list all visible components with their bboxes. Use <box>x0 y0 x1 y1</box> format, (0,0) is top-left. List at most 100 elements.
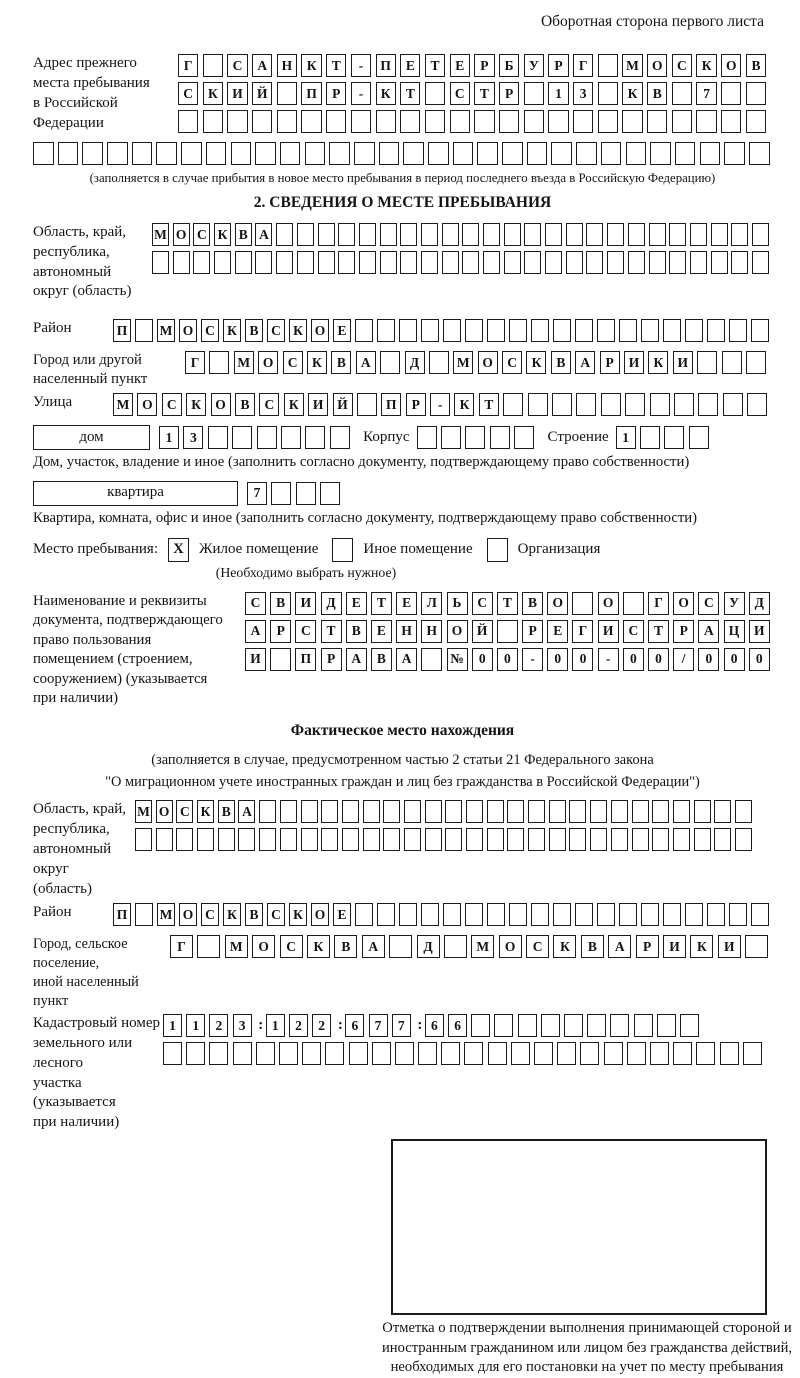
char-box[interactable] <box>474 110 495 134</box>
char-box[interactable]: К <box>690 935 714 959</box>
char-box[interactable] <box>551 142 573 166</box>
char-box[interactable] <box>696 1042 716 1066</box>
char-box[interactable]: Т <box>478 393 499 417</box>
char-box[interactable]: Г <box>648 591 669 615</box>
char-box[interactable]: Е <box>449 54 470 78</box>
char-box[interactable] <box>420 250 438 274</box>
char-box[interactable]: П <box>381 393 402 417</box>
char-box[interactable] <box>697 350 718 374</box>
cadastral-row-2[interactable] <box>163 1042 766 1066</box>
char-box[interactable] <box>202 54 223 78</box>
char-box[interactable]: Т <box>400 82 421 106</box>
char-box[interactable] <box>197 935 221 959</box>
char-box[interactable] <box>375 110 396 134</box>
char-box[interactable] <box>672 800 690 824</box>
char-box[interactable]: О <box>210 393 231 417</box>
char-box[interactable]: В <box>745 54 767 78</box>
char-box[interactable]: К <box>223 903 241 927</box>
char-box[interactable]: Р <box>270 619 292 643</box>
char-box[interactable] <box>734 800 752 824</box>
char-box[interactable]: С <box>267 903 285 927</box>
char-box[interactable] <box>276 222 294 246</box>
char-box[interactable]: - <box>597 647 619 671</box>
char-box[interactable] <box>276 82 298 106</box>
char-box[interactable] <box>348 1042 368 1066</box>
char-box[interactable] <box>664 426 685 450</box>
char-box[interactable]: О <box>179 903 197 927</box>
char-box[interactable]: Ь <box>446 591 468 615</box>
char-box[interactable]: В <box>334 935 358 959</box>
char-box[interactable]: 7 <box>368 1014 388 1038</box>
char-box[interactable] <box>503 250 521 274</box>
char-box[interactable]: И <box>663 935 687 959</box>
char-box[interactable] <box>421 903 439 927</box>
char-box[interactable] <box>295 481 316 505</box>
char-box[interactable] <box>465 318 483 342</box>
char-box[interactable]: П <box>113 318 131 342</box>
char-box[interactable]: М <box>471 935 495 959</box>
char-box[interactable] <box>399 903 417 927</box>
char-box[interactable]: И <box>748 619 770 643</box>
actual-region-row-2[interactable] <box>135 828 756 852</box>
char-box[interactable] <box>707 903 725 927</box>
char-box[interactable]: К <box>375 82 396 106</box>
char-box[interactable] <box>155 828 173 852</box>
char-box[interactable] <box>545 250 563 274</box>
char-box[interactable]: И <box>672 350 693 374</box>
char-box[interactable]: - <box>430 393 451 417</box>
char-box[interactable] <box>483 222 500 246</box>
char-box[interactable] <box>565 250 583 274</box>
char-box[interactable]: О <box>258 350 279 374</box>
char-box[interactable] <box>748 142 770 166</box>
char-box[interactable]: Д <box>320 591 342 615</box>
char-box[interactable]: Е <box>396 591 418 615</box>
char-box[interactable]: Б <box>498 54 520 78</box>
char-box[interactable] <box>523 110 544 134</box>
char-box[interactable]: А <box>396 647 418 671</box>
char-box[interactable]: К <box>223 318 241 342</box>
char-box[interactable] <box>557 1042 577 1066</box>
char-box[interactable] <box>622 110 643 134</box>
char-box[interactable] <box>486 828 504 852</box>
char-box[interactable]: В <box>234 393 255 417</box>
char-box[interactable] <box>255 1042 275 1066</box>
char-box[interactable]: О <box>137 393 158 417</box>
char-box[interactable] <box>443 903 461 927</box>
char-box[interactable] <box>641 903 659 927</box>
char-box[interactable] <box>627 222 645 246</box>
char-box[interactable] <box>341 828 359 852</box>
char-box[interactable] <box>587 1014 607 1038</box>
char-box[interactable] <box>607 250 625 274</box>
char-box[interactable] <box>710 222 728 246</box>
char-box[interactable]: А <box>698 619 720 643</box>
char-box[interactable]: Р <box>673 619 695 643</box>
char-box[interactable]: Н <box>276 54 298 78</box>
char-box[interactable] <box>721 110 742 134</box>
char-box[interactable] <box>693 828 711 852</box>
char-box[interactable] <box>600 393 621 417</box>
char-box[interactable]: Г <box>170 935 193 959</box>
char-box[interactable]: В <box>522 591 544 615</box>
char-box[interactable] <box>193 250 211 274</box>
char-box[interactable] <box>625 142 647 166</box>
char-box[interactable]: М <box>113 393 133 417</box>
char-box[interactable] <box>553 903 571 927</box>
char-box[interactable]: Д <box>416 935 440 959</box>
char-box[interactable]: К <box>306 935 330 959</box>
char-box[interactable] <box>107 142 128 166</box>
char-box[interactable] <box>441 1042 461 1066</box>
char-box[interactable]: 0 <box>622 647 644 671</box>
char-box[interactable] <box>329 142 350 166</box>
char-box[interactable] <box>514 426 535 450</box>
char-box[interactable] <box>428 142 449 166</box>
char-box[interactable] <box>217 828 235 852</box>
char-box[interactable] <box>524 222 542 246</box>
char-box[interactable]: И <box>245 647 266 671</box>
char-box[interactable]: С <box>201 318 219 342</box>
char-box[interactable] <box>745 350 766 374</box>
char-box[interactable] <box>742 1042 762 1066</box>
char-box[interactable] <box>540 1014 560 1038</box>
char-box[interactable] <box>279 142 301 166</box>
char-box[interactable] <box>489 426 510 450</box>
